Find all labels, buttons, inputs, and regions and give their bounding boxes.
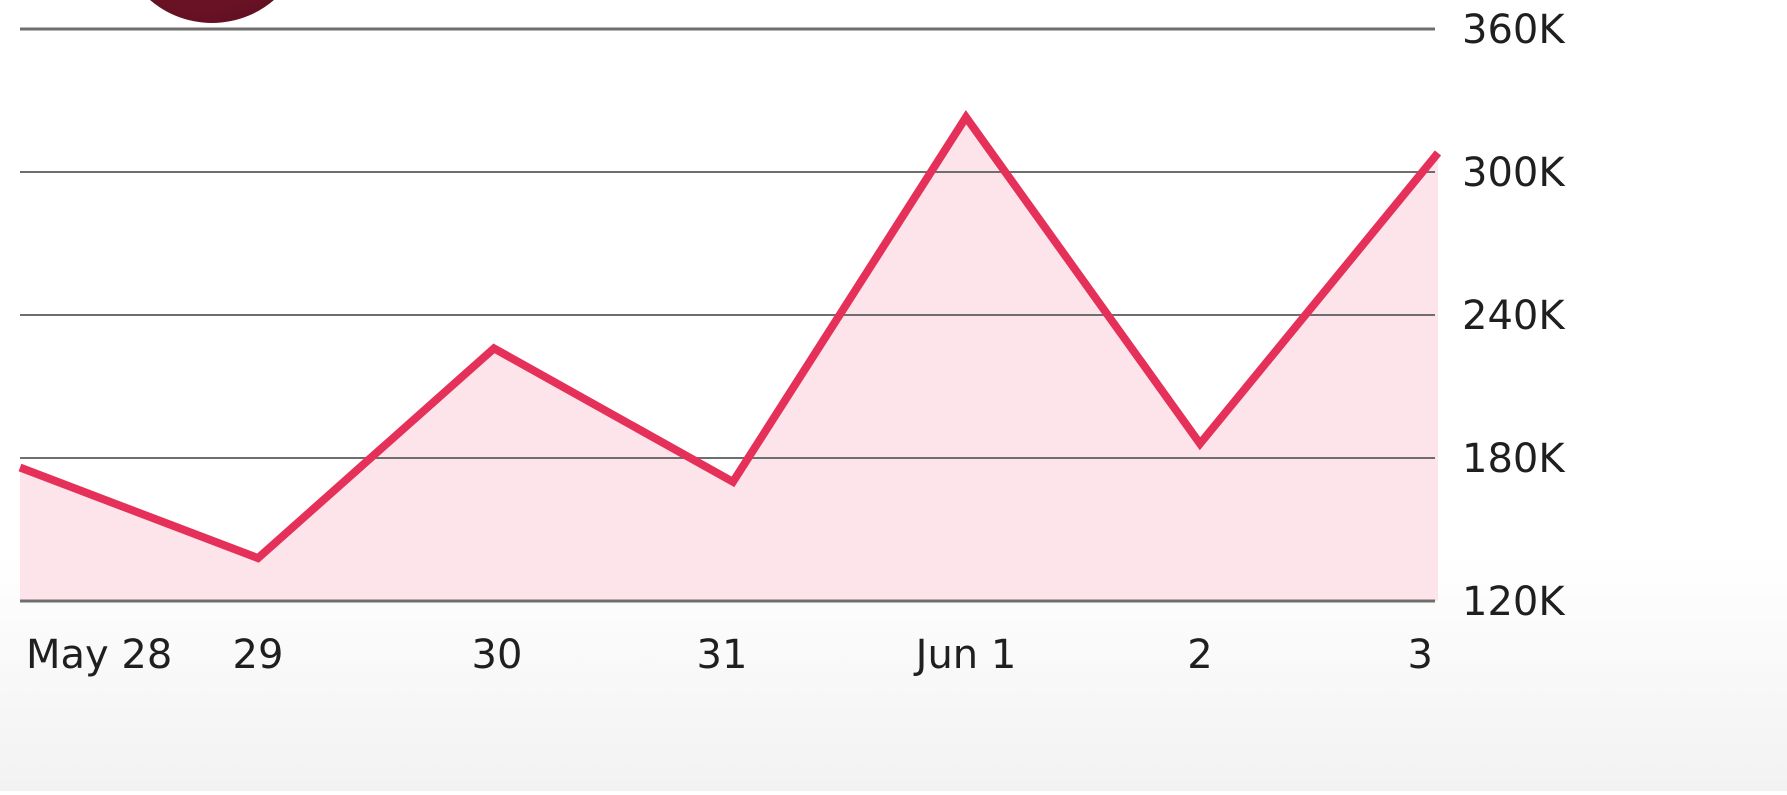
x-tick-label: May 28 [26, 632, 172, 678]
data-point [1434, 149, 1442, 157]
y-tick-label: 180K [1462, 436, 1566, 482]
x-tick-label: 2 [1187, 632, 1212, 678]
x-tick-label: 31 [697, 632, 748, 678]
data-point [254, 554, 262, 562]
y-tick-label: 120K [1462, 579, 1566, 625]
area-fill [20, 117, 1438, 601]
data-point [16, 464, 24, 472]
x-tick-label: 3 [1408, 632, 1433, 678]
x-tick-label: Jun 1 [913, 632, 1017, 678]
x-tick-label: 29 [233, 632, 284, 678]
data-point [490, 344, 498, 352]
data-point [729, 478, 737, 486]
x-tick-label: 30 [472, 632, 523, 678]
badge-circle [150, 0, 274, 23]
data-point [962, 113, 970, 121]
y-tick-label: 360K [1462, 7, 1566, 53]
data-point [1196, 440, 1204, 448]
y-tick-label: 300K [1462, 150, 1566, 196]
series-line [18, 110, 1442, 563]
y-tick-label: 240K [1462, 293, 1566, 339]
